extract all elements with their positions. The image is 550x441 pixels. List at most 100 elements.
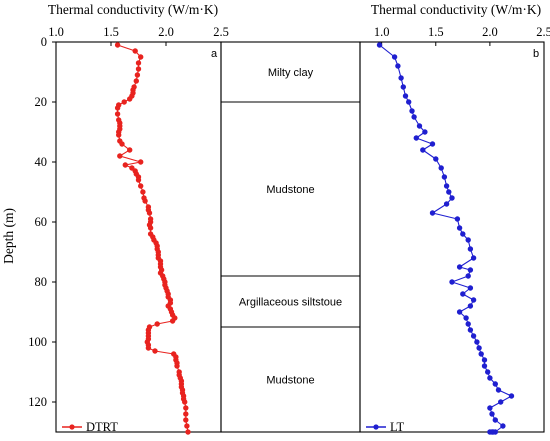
legend-dtrt-marker — [69, 424, 75, 430]
panel-b-frame — [359, 41, 545, 433]
lithology-layer-label: Argillaceous siltstoue — [239, 297, 342, 309]
y-tick-label: 80 — [35, 275, 48, 289]
y-tick-label: 60 — [35, 215, 48, 229]
lt-point — [470, 255, 477, 261]
lt-point — [400, 84, 406, 90]
lt-point — [474, 339, 480, 345]
lt-point — [492, 381, 498, 387]
lt-point — [470, 297, 477, 303]
lt-point — [508, 393, 515, 399]
lt-point — [376, 42, 383, 48]
lithology-column: Milty clay Mudstone Argillaceous siltstoue… — [221, 67, 360, 387]
lt-point — [487, 405, 493, 411]
lt-point — [465, 237, 471, 243]
lt-point — [443, 183, 450, 189]
series-dtrt — [114, 42, 191, 435]
lithology-layer-label: Mudstone — [266, 375, 314, 387]
legend-lt: LT — [366, 420, 404, 434]
lt-point — [467, 327, 474, 333]
lt-point — [481, 363, 488, 369]
dtrt-point — [145, 345, 152, 351]
dtrt-point — [135, 177, 142, 183]
legend-dtrt-label: DTRT — [86, 420, 118, 434]
lt-point — [478, 351, 484, 357]
lt-point — [460, 231, 466, 237]
dtrt-point — [146, 210, 153, 216]
lt-point — [500, 423, 506, 429]
lt-point — [406, 99, 412, 105]
lt-point — [416, 123, 423, 129]
lt-point — [463, 315, 469, 321]
lt-point — [433, 156, 439, 162]
lt-point — [481, 357, 488, 363]
lt-point — [454, 216, 461, 222]
dtrt-point — [183, 405, 189, 411]
dtrt-point — [127, 147, 133, 153]
y-tick-label: 20 — [35, 95, 48, 109]
dtrt-point — [183, 417, 189, 423]
dtrt-point — [114, 42, 121, 48]
lt-point — [456, 264, 463, 270]
dtrt-point — [116, 132, 122, 138]
dtrt-point — [119, 141, 125, 147]
dtrt-point — [135, 60, 142, 66]
lt-point — [411, 114, 417, 120]
dtrt-point — [117, 153, 123, 159]
lithology-layer-label: Mudstone — [266, 184, 314, 196]
legend-lt-label: LT — [390, 420, 404, 434]
legend-lt-marker — [373, 424, 379, 430]
panel-a-letter: a — [211, 48, 218, 60]
dtrt-point — [134, 72, 141, 78]
lt-point — [492, 417, 498, 423]
lt-point — [495, 387, 502, 393]
lt-point — [460, 291, 466, 297]
panel-b-x-tick-label: 1.0 — [374, 25, 390, 39]
dtrt-point — [127, 96, 133, 102]
panel-a-x-axis-title: Thermal conductivity (W/m·K) — [48, 2, 218, 17]
dtrt-point — [138, 54, 144, 60]
dtrt-point — [114, 111, 121, 117]
lt-point — [467, 267, 474, 273]
lithology-layer-label: Milty clay — [268, 67, 314, 79]
panel-a-frame — [55, 41, 222, 433]
dtrt-point — [138, 183, 144, 189]
lt-point — [443, 201, 450, 207]
panel-b-x-tick-label: 2.0 — [482, 25, 498, 39]
panel-a-x-tick-label: 2.5 — [213, 25, 229, 39]
dtrt-point — [174, 363, 180, 369]
axis-ticks: 1.0 1.5 2.0 2.5 1.0 1.5 2.0 2.5 0 20 40 60 80 100 120 — [28, 25, 550, 409]
y-tick-label: 40 — [35, 155, 48, 169]
lt-point — [465, 321, 471, 327]
lt-point — [456, 309, 463, 315]
panel-a-x-tick-label: 2.0 — [158, 25, 174, 39]
lt-point — [465, 273, 471, 279]
y-axis-title: Depth (m) — [1, 208, 16, 264]
lt-point — [429, 210, 436, 216]
dtrt-point — [140, 189, 146, 195]
dtrt-point — [184, 423, 190, 429]
lt-point — [498, 399, 504, 405]
lt-point — [395, 63, 401, 69]
lt-point — [391, 54, 398, 60]
lt-point — [441, 174, 448, 180]
lt-point — [429, 141, 436, 147]
y-tick-label: 0 — [41, 35, 47, 49]
dtrt-point — [132, 48, 138, 54]
dtrt-point — [183, 411, 189, 417]
panel-b-x-axis-title: Thermal conductivity (W/m·K) — [371, 2, 541, 17]
lt-point — [438, 165, 444, 171]
lt-point — [449, 195, 455, 201]
lt-point — [422, 129, 428, 135]
lt-line — [379, 44, 513, 433]
dtrt-point — [152, 348, 158, 354]
panel-a-x-tick-label: 1.5 — [103, 25, 119, 39]
dtrt-point — [135, 66, 142, 72]
lt-point — [449, 279, 455, 285]
lt-point — [467, 285, 474, 291]
dtrt-point — [185, 429, 191, 435]
lt-point — [470, 333, 477, 339]
dtrt-point — [133, 78, 139, 84]
dtrt-point — [121, 99, 127, 105]
panel-a-x-tick-label: 1.0 — [48, 25, 64, 39]
